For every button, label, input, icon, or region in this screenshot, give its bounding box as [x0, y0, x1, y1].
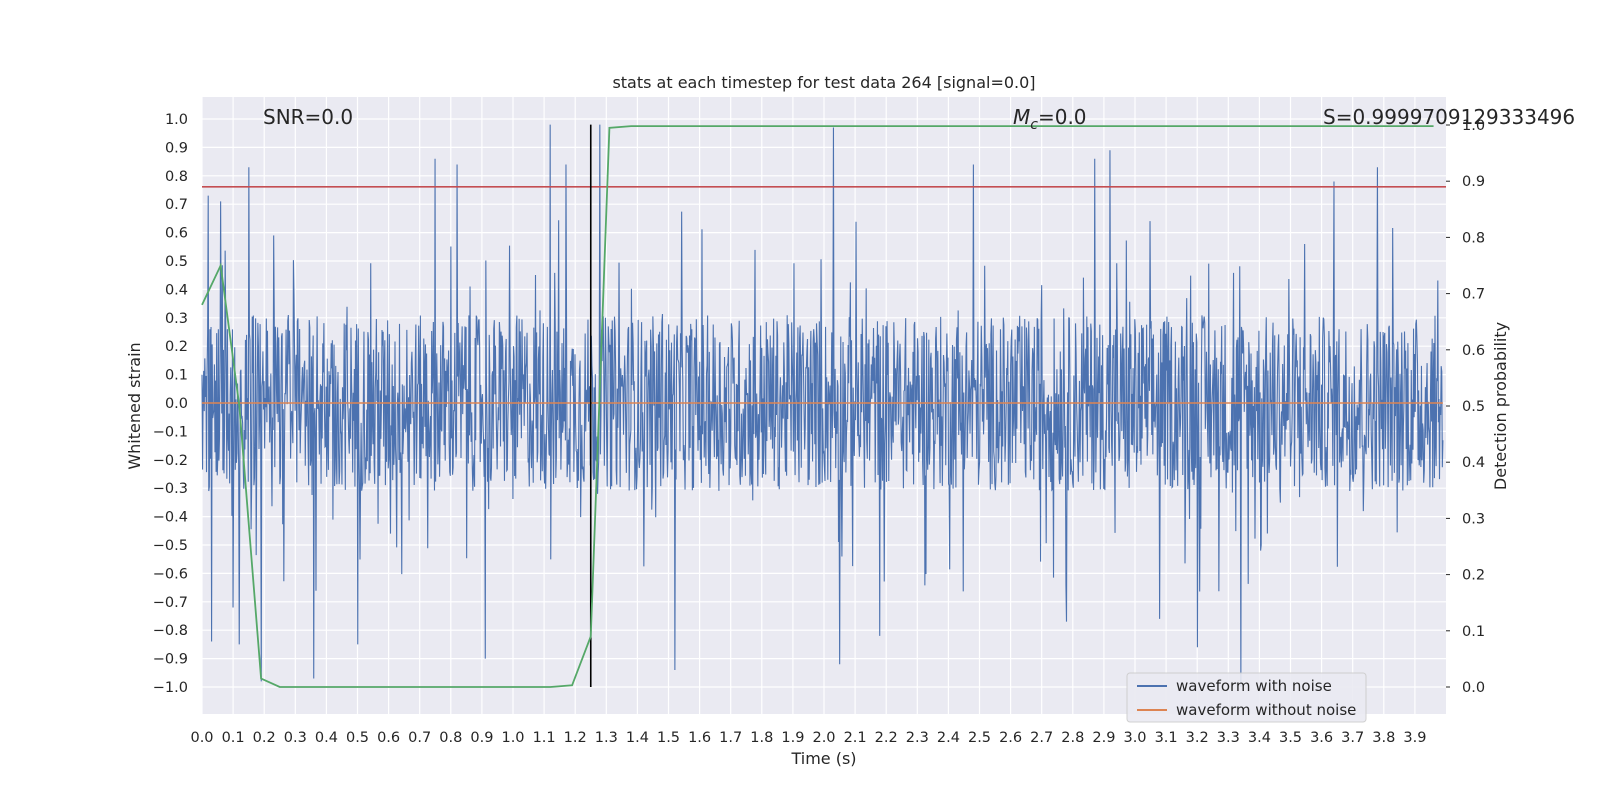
legend: waveform with noise waveform without noi…: [1126, 672, 1367, 723]
y-tick-label: 0.0: [165, 396, 188, 412]
x-tick-label: 3.3: [1217, 730, 1240, 746]
x-tick-label: 2.4: [937, 730, 960, 746]
y-tick-label: 0.5: [165, 254, 188, 270]
x-tick-label: 3.2: [1186, 730, 1209, 746]
snr-annotation: SNR=0.0: [263, 105, 353, 129]
y-tick-label: −0.8: [153, 623, 188, 639]
y-tick-label: 0.4: [165, 282, 188, 298]
mc-symbol: M: [1013, 105, 1030, 129]
ticks: 0.0 0.1 0.2 0.3 0.4 0.5 0.6 0.7 0.8 0.9 1.0 1.1 1.2 1…: [153, 112, 1485, 746]
y-tick-label: 0.6: [165, 226, 188, 242]
y2-tick-label: 0.8: [1462, 230, 1485, 246]
y-tick-label: −1.0: [153, 680, 188, 696]
y-tick-label: −0.6: [153, 566, 188, 582]
y-tick-label: 0.7: [165, 197, 188, 213]
y-tick-label: 1.0: [165, 112, 188, 128]
detection-probability-line: [201, 125, 1434, 688]
waveform-with-noise-line: [201, 124, 1444, 688]
x-tick-label: 0.3: [284, 730, 307, 746]
y2-tick-label: 0.7: [1462, 287, 1485, 303]
x-tick-label: 0.0: [190, 730, 213, 746]
x-tick-label: 0.1: [222, 730, 245, 746]
x-tick-label: 0.2: [253, 730, 276, 746]
x-tick-label: 2.6: [999, 730, 1022, 746]
x-tick-label: 1.7: [719, 730, 742, 746]
x-tick-label: 1.2: [564, 730, 587, 746]
x-tick-label: 3.0: [1123, 730, 1146, 746]
legend-label-without-noise: waveform without noise: [1176, 701, 1356, 719]
x-tick-label: 2.2: [875, 730, 898, 746]
x-tick-label: 0.7: [408, 730, 431, 746]
y-tick-label: −0.5: [153, 538, 188, 554]
y2-tick-label: 0.9: [1462, 174, 1485, 190]
y2-tick-label: 0.5: [1462, 399, 1485, 415]
legend-label-with-noise: waveform with noise: [1176, 677, 1332, 695]
s-annotation: S=0.9999709129333496: [1323, 105, 1575, 129]
x-tick-label: 3.7: [1341, 730, 1364, 746]
y-tick-label: 0.8: [165, 169, 188, 185]
y2-tick-label: 0.3: [1462, 511, 1485, 527]
mc-annotation: Mc=0.0: [1013, 105, 1087, 133]
x-tick-label: 1.3: [595, 730, 618, 746]
x-tick-label: 1.1: [533, 730, 556, 746]
y-tick-label: 0.2: [165, 339, 188, 355]
x-tick-label: 0.5: [346, 730, 369, 746]
y-tick-label: −0.4: [153, 510, 188, 526]
x-tick-label: 0.6: [377, 730, 400, 746]
x-tick-label: 2.0: [812, 730, 835, 746]
x-tick-label: 2.8: [1061, 730, 1084, 746]
y2-tick-label: 0.1: [1462, 624, 1485, 640]
x-axis-label: Time (s): [790, 749, 856, 768]
chart-title: stats at each timestep for test data 264…: [612, 73, 1035, 92]
y2-axis-label: Detection probability: [1491, 322, 1510, 490]
y2-tick-label: 1.0: [1462, 118, 1485, 134]
y-tick-label: −0.1: [153, 424, 188, 440]
x-tick-label: 0.9: [470, 730, 493, 746]
y-tick-label: −0.9: [153, 652, 188, 668]
x-tick-label: 1.6: [688, 730, 711, 746]
x-tick-label: 3.1: [1155, 730, 1178, 746]
y-axis-label: Whitened strain: [125, 342, 144, 469]
x-tick-label: 2.9: [1092, 730, 1115, 746]
y-tick-label: −0.3: [153, 481, 188, 497]
x-tick-label: 2.7: [1030, 730, 1053, 746]
x-tick-label: 2.3: [906, 730, 929, 746]
y2-tick-label: 0.0: [1462, 680, 1485, 696]
y2-tick-label: 0.6: [1462, 343, 1485, 359]
y2-tick-label: 0.2: [1462, 568, 1485, 584]
y2-tick-label: 0.4: [1462, 455, 1485, 471]
x-tick-label: 1.8: [750, 730, 773, 746]
series-waveform-with-noise: [201, 124, 1444, 688]
x-tick-label: 2.1: [844, 730, 867, 746]
y-tick-label: −0.2: [153, 453, 188, 469]
y-tick-label: 0.1: [165, 368, 188, 384]
x-tick-label: 3.6: [1310, 730, 1333, 746]
x-tick-label: 1.4: [626, 730, 649, 746]
y-tick-label: 0.9: [165, 140, 188, 156]
overlays: [201, 124, 1446, 688]
x-tick-label: 3.5: [1279, 730, 1302, 746]
x-tick-label: 0.8: [439, 730, 462, 746]
y-tick-label: −0.7: [153, 595, 188, 611]
x-tick-label: 3.9: [1403, 730, 1426, 746]
x-tick-label: 1.5: [657, 730, 680, 746]
x-tick-label: 2.5: [968, 730, 991, 746]
x-tick-label: 3.4: [1248, 730, 1271, 746]
x-tick-label: 1.9: [781, 730, 804, 746]
mc-value: =0.0: [1038, 105, 1087, 129]
x-tick-label: 1.0: [501, 730, 524, 746]
x-tick-label: 0.4: [315, 730, 338, 746]
mc-subscript: c: [1030, 117, 1038, 133]
x-tick-label: 3.8: [1372, 730, 1395, 746]
legend-box: [1126, 672, 1367, 723]
y-tick-label: 0.3: [165, 311, 188, 327]
